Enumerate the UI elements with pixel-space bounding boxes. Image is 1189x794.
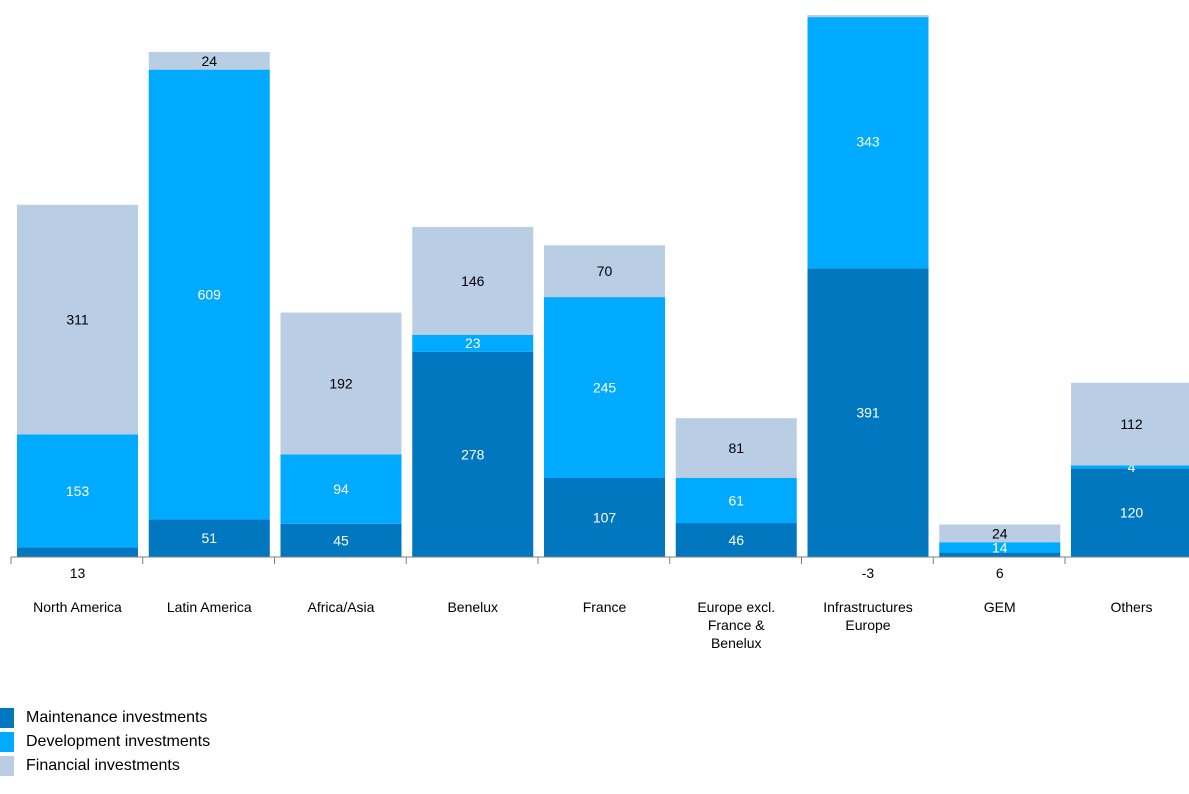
data-label-2-2: 192 — [329, 375, 353, 391]
bar-segment-5-0 — [675, 523, 797, 557]
category-label-line: France — [583, 599, 627, 615]
category-label-line: Infrastructures — [823, 599, 912, 615]
data-label-7-2: 24 — [992, 525, 1008, 541]
data-label-8-1: 4 — [1128, 459, 1136, 475]
bar-segment-5-2 — [675, 418, 797, 478]
category-label-1: Latin America — [167, 599, 252, 615]
bar-segment-7-0 — [939, 552, 1061, 557]
bar-segment-6-0 — [807, 268, 929, 557]
data-label-0-2: 311 — [66, 312, 89, 328]
data-label-1-1: 609 — [198, 286, 222, 302]
data-label-2-0: 45 — [333, 532, 349, 548]
data-label-5-0: 46 — [728, 532, 744, 548]
bar-segment-2-2 — [280, 312, 402, 455]
legend-item-maintenance: Maintenance investments — [0, 706, 210, 730]
bar-segment-8-0 — [1071, 468, 1189, 557]
category-label-8: Others — [1110, 599, 1152, 615]
bar-segment-0-2 — [17, 204, 138, 435]
bar-segment-2-1 — [280, 454, 402, 524]
category-label-0: North America — [33, 599, 122, 615]
legend-item-financial: Financial investments — [0, 754, 210, 778]
data-label-6-0: 391 — [856, 405, 880, 421]
bar-segment-0-1 — [17, 434, 138, 548]
data-label-7-1: 14 — [992, 539, 1008, 555]
bar-segment-5-1 — [675, 477, 797, 524]
data-label-3-2: 146 — [461, 273, 485, 289]
category-label-line: France & — [708, 617, 765, 633]
bar-segment-6-1 — [807, 15, 929, 269]
category-label-7: GEM — [984, 599, 1016, 615]
category-label-line: Benelux — [711, 635, 762, 651]
category-label-line: Others — [1110, 599, 1152, 615]
bar-segment-1-1 — [148, 69, 270, 520]
bar-segment-3-1 — [412, 334, 534, 352]
category-label-line: GEM — [984, 599, 1016, 615]
data-label-0-1: 153 — [66, 483, 90, 499]
legend-label-maintenance: Maintenance investments — [26, 709, 208, 726]
bar-segment-8-2 — [1071, 382, 1189, 466]
category-label-line: Latin America — [167, 599, 252, 615]
category-label-6: Infrastructures Europe — [823, 599, 912, 633]
data-label-1-2: 24 — [201, 53, 217, 69]
category-label-line: North America — [33, 599, 122, 615]
bar-segment-3-0 — [412, 351, 534, 557]
data-label-8-0: 120 — [1120, 505, 1144, 521]
category-label-5: Europe excl. France & Benelux — [697, 599, 775, 651]
data-label-2-1: 94 — [333, 481, 349, 497]
bar-segment-3-2 — [412, 226, 534, 335]
legend-swatch-financial — [0, 756, 14, 776]
bar-segment-1-2 — [148, 51, 270, 70]
bar-segment-4-1 — [544, 297, 665, 478]
data-label-4-1: 245 — [593, 380, 617, 396]
bar-segment-6-2 — [807, 15, 929, 18]
bar-segment-7-1 — [939, 542, 1061, 553]
category-label-3: Benelux — [447, 599, 498, 615]
data-label-3-0: 278 — [461, 446, 485, 462]
category-label-line: Benelux — [447, 599, 498, 615]
category-label-line: Europe excl. — [697, 599, 775, 615]
data-label-8-2: 112 — [1120, 416, 1143, 432]
data-label-3-1: 23 — [465, 335, 481, 351]
data-label-5-2: 81 — [728, 440, 744, 456]
bar-segment-4-2 — [544, 245, 665, 298]
legend: Maintenance investments Development inve… — [0, 706, 210, 778]
legend-item-development: Development investments — [0, 730, 210, 754]
legend-label-financial: Financial investments — [26, 757, 180, 774]
category-label-line: Europe — [845, 617, 890, 633]
data-label-1-0: 51 — [201, 530, 217, 546]
category-label-4: France — [583, 599, 627, 615]
legend-swatch-development — [0, 732, 14, 752]
stacked-bar-chart: 1315331151609244594192278231461072457046… — [10, 15, 1189, 651]
data-label-outside-0-0: 13 — [70, 565, 86, 581]
data-label-4-2: 70 — [597, 263, 613, 279]
bar-segment-7-2 — [939, 524, 1061, 543]
data-label-outside-6-2: -3 — [862, 565, 875, 581]
legend-label-development: Development investments — [26, 733, 211, 750]
data-label-4-0: 107 — [593, 509, 617, 525]
bar-segment-2-0 — [280, 523, 402, 557]
data-label-outside-7-0: 6 — [996, 565, 1004, 581]
bar-segment-4-0 — [544, 477, 665, 557]
data-label-5-1: 61 — [728, 493, 744, 509]
category-label-line: Africa/Asia — [308, 599, 375, 615]
bar-segment-8-1 — [1071, 465, 1189, 469]
bar-segment-0-0 — [17, 547, 138, 557]
category-label-2: Africa/Asia — [308, 599, 375, 615]
legend-swatch-maintenance — [0, 708, 14, 728]
data-label-6-1: 343 — [856, 134, 880, 150]
bar-segment-1-0 — [148, 519, 270, 557]
